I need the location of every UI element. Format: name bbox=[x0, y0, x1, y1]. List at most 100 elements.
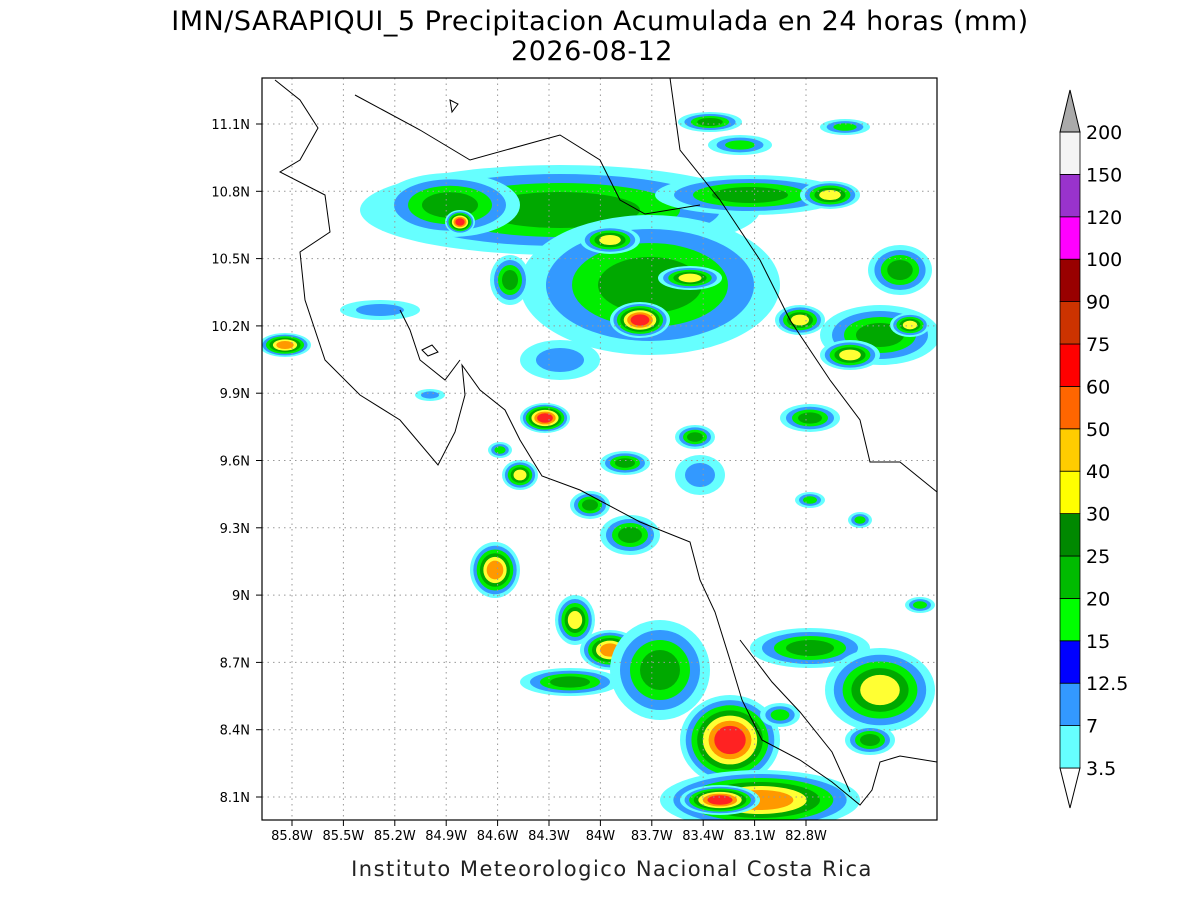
lon-label: 85.5W bbox=[322, 829, 364, 844]
colorbar-label: 12.5 bbox=[1086, 673, 1128, 695]
axis-ticks: 85.8W 85.5W 85.2W 84.9W 84.6W 84.3W 84W 83.7W 83… bbox=[211, 118, 827, 844]
colorbar-label: 40 bbox=[1086, 461, 1110, 483]
precip-blob bbox=[687, 432, 703, 442]
precip-blob bbox=[678, 273, 702, 283]
colorbar-box bbox=[1059, 343, 1081, 387]
precip-blob bbox=[494, 446, 506, 454]
colorbar-over bbox=[1059, 89, 1081, 133]
precip-blob bbox=[714, 725, 746, 755]
precip-blob bbox=[854, 516, 866, 524]
grid bbox=[262, 78, 937, 820]
precip-blob bbox=[791, 314, 809, 326]
map-frame bbox=[261, 77, 938, 821]
precip-blob bbox=[902, 320, 918, 330]
island bbox=[449, 99, 459, 114]
lat-label: 9.6N bbox=[220, 455, 250, 470]
colorbar-label: 3.5 bbox=[1086, 758, 1116, 780]
lat-label: 8.7N bbox=[220, 656, 250, 671]
precip-blob bbox=[599, 234, 621, 246]
precip-blob bbox=[887, 260, 913, 280]
precip-field bbox=[262, 112, 937, 820]
precip-blob bbox=[276, 341, 294, 349]
colorbar-label: 75 bbox=[1086, 334, 1110, 356]
map-title: IMN/SARAPIQUI_5 Precipitacion Acumulada … bbox=[171, 6, 1028, 37]
precip-blob bbox=[685, 463, 715, 487]
colorbar-box bbox=[1059, 513, 1081, 557]
colorbar-label: 50 bbox=[1086, 419, 1110, 441]
precip-blob bbox=[833, 123, 857, 131]
lat-label: 10.2N bbox=[211, 320, 250, 335]
precip-blob bbox=[798, 412, 822, 424]
precip-blob bbox=[618, 527, 642, 543]
lon-label: 83.1W bbox=[734, 829, 776, 844]
border-nic bbox=[354, 94, 701, 215]
lon-label: 82.8W bbox=[785, 829, 827, 844]
precip-blob bbox=[770, 709, 790, 721]
precip-blob bbox=[356, 304, 404, 316]
precip-blob bbox=[707, 795, 733, 805]
precip-blob bbox=[421, 391, 439, 399]
precip-blob bbox=[567, 611, 583, 629]
lat-label: 10.5N bbox=[211, 253, 250, 268]
lat-label: 8.1N bbox=[220, 791, 250, 806]
precip-blob bbox=[536, 348, 584, 372]
lon-label: 84W bbox=[586, 829, 616, 844]
colorbar-box bbox=[1059, 216, 1081, 260]
map-area bbox=[262, 78, 937, 820]
precip-blob bbox=[913, 601, 927, 609]
precip-blob bbox=[502, 270, 518, 290]
pacific-coast bbox=[274, 79, 937, 806]
colorbar-box bbox=[1059, 385, 1081, 430]
island bbox=[421, 344, 439, 357]
lat-label: 8.4N bbox=[220, 724, 250, 739]
colorbar-box bbox=[1059, 301, 1081, 345]
colorbar-label: 90 bbox=[1086, 292, 1110, 314]
precip-blob bbox=[615, 458, 635, 468]
colorbar-box bbox=[1059, 640, 1081, 684]
lon-label: 84.9W bbox=[425, 829, 467, 844]
precip-blob bbox=[860, 674, 900, 706]
lon-label: 83.4W bbox=[682, 829, 724, 844]
colorbar-label: 25 bbox=[1086, 546, 1110, 568]
lon-label: 84.3W bbox=[528, 829, 570, 844]
colorbar-label: 30 bbox=[1086, 504, 1110, 526]
colorbar-box bbox=[1059, 173, 1081, 218]
colorbar-label: 60 bbox=[1086, 376, 1110, 398]
precip-blob bbox=[819, 189, 841, 201]
coastlines bbox=[274, 78, 937, 806]
precip-blob bbox=[712, 187, 788, 203]
colorbar-box bbox=[1059, 682, 1081, 727]
colorbar-label: 100 bbox=[1086, 249, 1122, 271]
lat-label: 9.9N bbox=[220, 387, 250, 402]
lat-label: 10.8N bbox=[211, 185, 250, 200]
lat-label: 9.3N bbox=[220, 522, 250, 537]
colorbar-box bbox=[1059, 428, 1081, 472]
lon-label: 84.6W bbox=[477, 829, 519, 844]
precip-blob bbox=[537, 413, 553, 423]
map-date: 2026-08-12 bbox=[511, 36, 673, 67]
precip-blob bbox=[513, 469, 527, 481]
gulf-coast bbox=[399, 309, 461, 381]
footer: Instituto Meteorologico Nacional Costa R… bbox=[351, 857, 873, 881]
border-pan bbox=[739, 639, 851, 793]
precip-blob bbox=[455, 218, 465, 226]
precip-blob bbox=[486, 560, 504, 580]
colorbar-box bbox=[1059, 258, 1081, 303]
precip-blob bbox=[786, 640, 834, 656]
colorbar-box bbox=[1059, 555, 1081, 599]
lat-label: 11.1N bbox=[211, 118, 250, 133]
colorbar-box bbox=[1059, 598, 1081, 642]
lon-label: 85.8W bbox=[271, 829, 313, 844]
precip-blob bbox=[860, 734, 880, 746]
precip-blob bbox=[630, 314, 650, 326]
precip-blob bbox=[697, 118, 723, 126]
precip-blob bbox=[582, 499, 598, 511]
precip-blob bbox=[839, 349, 861, 361]
colorbar: 3.5 7 12.5 15 20 25 30 40 50 60 75 90 100 120 150 200 bbox=[1059, 89, 1128, 809]
colorbar-label: 15 bbox=[1086, 631, 1110, 653]
colorbar-label: 20 bbox=[1086, 588, 1110, 610]
lon-label: 85.2W bbox=[374, 829, 416, 844]
colorbar-label: 120 bbox=[1086, 207, 1122, 229]
colorbar-box bbox=[1059, 470, 1081, 515]
